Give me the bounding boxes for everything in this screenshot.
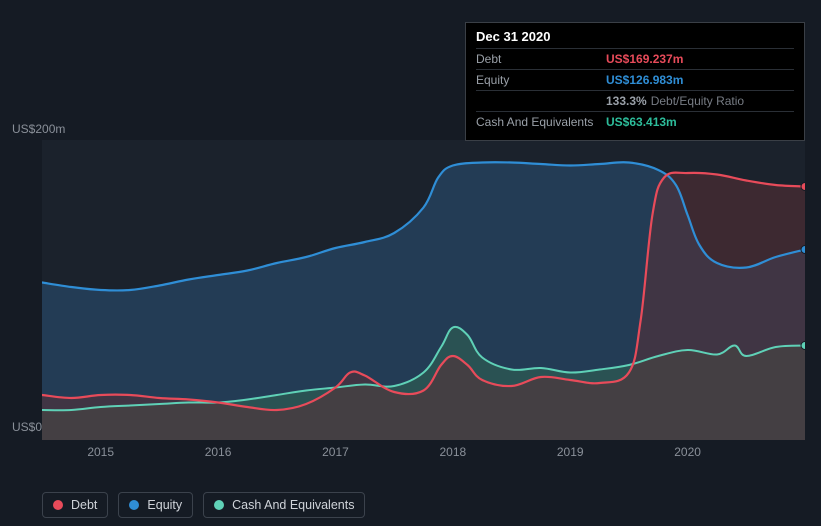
chart-area: US$200m US$0 201520162017201820192020 [16,120,805,470]
tooltip-value-debt: US$169.237m [606,52,683,66]
x-axis-tick: 2016 [205,445,232,459]
tooltip-label [476,94,606,108]
chart-plot[interactable] [42,140,805,440]
ratio-label: Debt/Equity Ratio [651,94,744,108]
tooltip-row-equity: Equity US$126.983m [476,69,794,90]
tooltip-value-cash: US$63.413m [606,115,677,129]
x-axis-tick: 2020 [674,445,701,459]
tooltip-row-ratio: 133.3% Debt/Equity Ratio [476,90,794,111]
x-axis-tick: 2017 [322,445,349,459]
legend-label: Debt [71,498,97,512]
chart-container: Dec 31 2020 Debt US$169.237m Equity US$1… [0,0,821,526]
chart-legend: Debt Equity Cash And Equivalents [42,492,365,518]
legend-swatch [214,500,224,510]
tooltip-label: Debt [476,52,606,66]
legend-label: Equity [147,498,182,512]
tooltip-date: Dec 31 2020 [476,29,794,48]
tooltip-label: Cash And Equivalents [476,115,606,129]
legend-item-debt[interactable]: Debt [42,492,108,518]
ratio-number: 133.3% [606,94,647,108]
y-axis-tick-top: US$200m [12,122,82,136]
legend-swatch [53,500,63,510]
tooltip-value-ratio: 133.3% Debt/Equity Ratio [606,94,744,108]
x-axis-tick: 2019 [557,445,584,459]
x-axis-ticks: 2015 2016 2017 2018 2019 2020 [42,445,805,465]
tooltip-row-cash: Cash And Equivalents US$63.413m [476,111,794,132]
tooltip-value-equity: US$126.983m [606,73,683,87]
tooltip-label: Equity [476,73,606,87]
chart-tooltip: Dec 31 2020 Debt US$169.237m Equity US$1… [465,22,805,141]
tooltip-row-debt: Debt US$169.237m [476,48,794,69]
x-axis-tick: 2018 [439,445,466,459]
chart-svg [42,140,805,440]
legend-item-cash[interactable]: Cash And Equivalents [203,492,365,518]
legend-item-equity[interactable]: Equity [118,492,193,518]
legend-swatch [129,500,139,510]
legend-label: Cash And Equivalents [232,498,354,512]
x-axis-tick: 2015 [87,445,114,459]
